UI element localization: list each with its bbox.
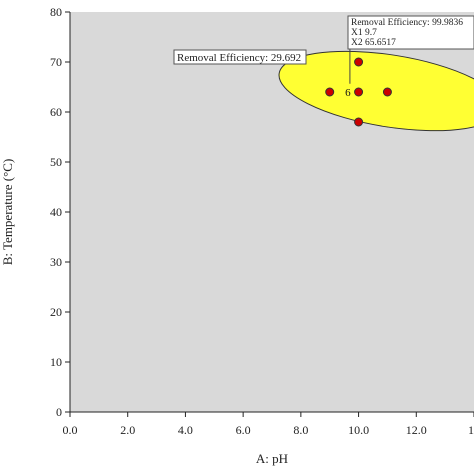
y-tick-label: 0	[56, 405, 62, 419]
x-tick-label: 14	[468, 423, 474, 437]
x-tick-label: 8.0	[293, 423, 308, 437]
y-tick-label: 10	[50, 355, 62, 369]
design-point	[354, 117, 364, 127]
x-tick-label: 6.0	[236, 423, 251, 437]
contour-label: Removal Efficiency: 29.692	[177, 52, 301, 64]
annotations: Removal Efficiency: 29.692 Removal Effici…	[173, 15, 474, 84]
y-tick-label: 70	[50, 55, 62, 69]
design-point	[382, 87, 392, 97]
flag-box	[347, 15, 474, 50]
y-tick-label: 20	[50, 305, 62, 319]
y-tick-label: 30	[50, 255, 62, 269]
contour-label-box	[173, 49, 307, 65]
y-tick-label: 60	[50, 105, 62, 119]
y-tick-label: 40	[50, 205, 62, 219]
x-tick-label: 0.0	[63, 423, 78, 437]
design-points: 6	[325, 57, 392, 127]
x-tick-label: 12.0	[406, 423, 427, 437]
x-tick-label: 10.0	[348, 423, 369, 437]
x-tick-label: 4.0	[178, 423, 193, 437]
design-point	[354, 57, 364, 67]
flag-line: X2 65.6517	[351, 38, 396, 48]
design-point	[354, 87, 364, 97]
design-point-label: 6	[345, 87, 351, 99]
y-tick-label: 80	[50, 5, 62, 19]
axes: 0 10 20 30 40 50 60 70 80 0.0 2.0 4.0 6.0 8.0 10.0 12.0…	[50, 5, 474, 437]
x-tick-label: 2.0	[120, 423, 135, 437]
y-axis-title: B: Temperature (°C)	[0, 159, 15, 266]
x-axis-title: A: pH	[256, 451, 288, 466]
y-tick-label: 50	[50, 155, 62, 169]
flag-line: Removal Efficiency: 99.9836	[351, 17, 463, 28]
flag-line: X1 9.7	[351, 28, 377, 38]
design-point	[325, 87, 335, 97]
